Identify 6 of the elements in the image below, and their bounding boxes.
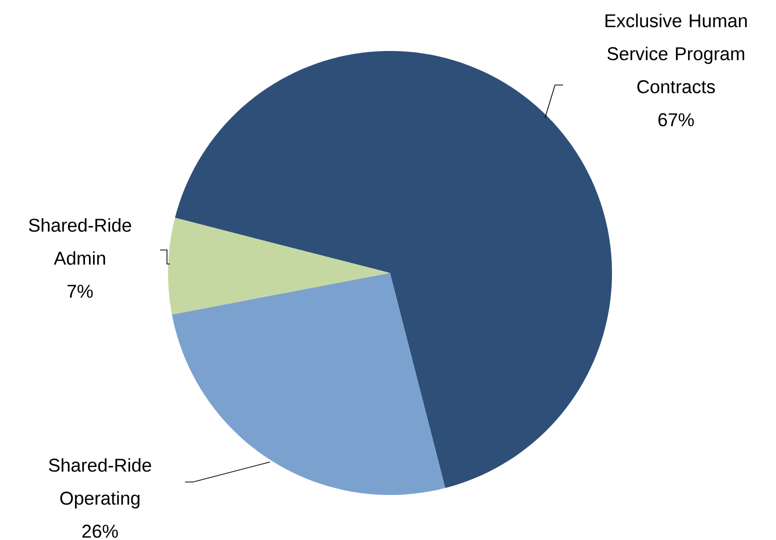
slice-label: Exclusive Human Service Program Contracts [606, 14, 747, 94]
slice-label: Shared-Ride Admin [28, 218, 132, 265]
data-label: 67% [658, 113, 694, 126]
data-label: 7% [68, 284, 93, 298]
slice-label: Shared-Ride Operating [48, 458, 152, 508]
data-label: 26% [82, 524, 118, 538]
